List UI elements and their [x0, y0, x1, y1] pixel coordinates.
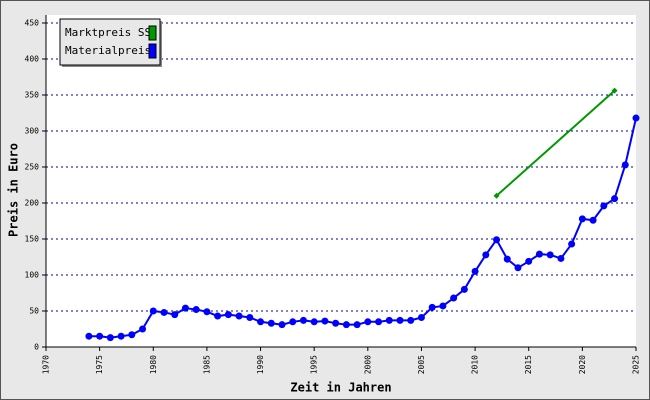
x-tick-label: 2010	[471, 355, 480, 374]
x-tick-label: 1990	[256, 355, 265, 374]
marker	[299, 316, 307, 324]
marker	[342, 321, 350, 329]
y-tick-label: 150	[25, 235, 40, 244]
x-tick-label: 1985	[202, 355, 211, 374]
legend-box	[59, 18, 161, 66]
marker	[439, 302, 447, 310]
marker	[278, 321, 286, 329]
legend-label: Marktpreis SS	[65, 26, 151, 39]
x-tick-label: 2025	[632, 355, 641, 374]
x-tick-label: 2015	[524, 355, 533, 374]
marker	[557, 254, 565, 262]
marker	[246, 313, 254, 321]
series-line	[88, 117, 637, 339]
x-axis-title: Zeit in Jahren	[290, 381, 391, 395]
marker	[117, 332, 125, 340]
marker	[181, 304, 189, 312]
marker	[428, 303, 436, 311]
legend-label: Materialpreis	[65, 44, 151, 57]
marker	[535, 250, 543, 258]
plot-area	[46, 15, 636, 347]
y-axis-title: Preis in Euro	[7, 143, 21, 237]
marker	[503, 255, 511, 263]
marker	[375, 318, 383, 326]
marker	[235, 312, 243, 320]
marker	[471, 267, 479, 275]
x-tick-label: 1970	[42, 355, 51, 374]
x-tick-label: 2000	[363, 355, 372, 374]
marker	[96, 332, 104, 340]
marker	[85, 332, 93, 340]
marker	[578, 215, 586, 223]
marker	[514, 264, 522, 272]
marker	[482, 251, 490, 259]
marker	[600, 202, 608, 210]
x-tick-label: 1975	[95, 355, 104, 374]
x-tick-label: 1995	[310, 355, 319, 374]
marker	[407, 316, 415, 324]
x-tick-label: 2005	[417, 355, 426, 374]
marker	[396, 316, 404, 324]
marker	[611, 195, 619, 203]
marker	[493, 192, 500, 199]
marker	[149, 307, 157, 315]
y-tick-label: 100	[25, 271, 40, 280]
marker	[450, 294, 458, 302]
marker	[289, 318, 297, 326]
marker	[192, 306, 200, 314]
y-tick-label: 50	[29, 307, 39, 316]
marker	[139, 325, 147, 333]
marker	[321, 317, 329, 325]
marker	[106, 334, 114, 342]
marker	[493, 236, 501, 244]
legend-swatch	[148, 43, 157, 59]
marker	[611, 87, 618, 94]
marker	[160, 308, 168, 316]
marker	[417, 313, 425, 321]
y-tick-label: 350	[25, 91, 40, 100]
marker	[310, 318, 318, 326]
marker	[332, 319, 340, 327]
y-tick-label: 450	[25, 19, 40, 28]
marker	[385, 316, 393, 324]
marker	[257, 318, 265, 326]
y-tick-label: 250	[25, 163, 40, 172]
series-line	[495, 89, 616, 197]
marker	[525, 257, 533, 265]
marker	[568, 240, 576, 248]
marker	[128, 331, 136, 339]
marker	[621, 161, 629, 169]
marker	[171, 311, 179, 319]
marker	[632, 114, 640, 122]
marker	[546, 251, 554, 259]
x-tick-label: 1980	[149, 355, 158, 374]
marker	[267, 319, 275, 327]
marker	[353, 321, 361, 329]
marker	[364, 318, 372, 326]
y-tick-label: 200	[25, 199, 40, 208]
marker	[589, 216, 597, 224]
marker	[203, 308, 211, 316]
y-tick-label: 300	[25, 127, 40, 136]
marker	[460, 285, 468, 293]
marker	[214, 312, 222, 320]
y-tick-label: 0	[34, 343, 39, 352]
legend-swatch	[148, 25, 157, 41]
marker	[224, 311, 232, 319]
x-tick-label: 2020	[578, 355, 587, 374]
y-tick-label: 400	[25, 55, 40, 64]
